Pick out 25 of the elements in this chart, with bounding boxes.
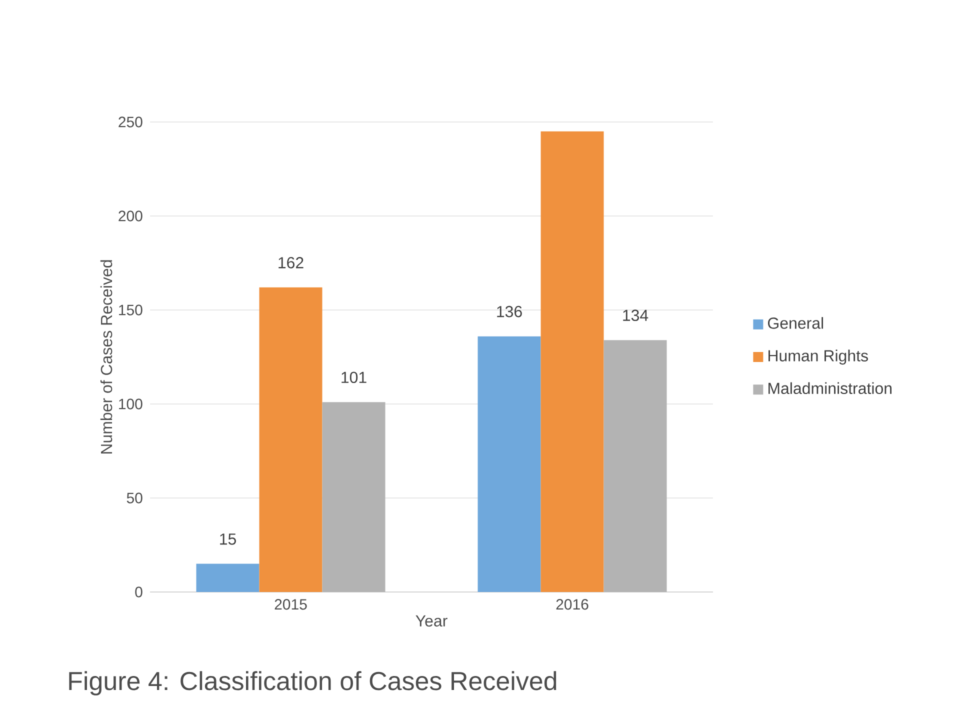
data-label: 134: [623, 310, 648, 322]
y-tick-label: 250: [118, 116, 142, 128]
bar: [604, 340, 667, 592]
legend-label: Human Rights: [768, 350, 868, 365]
data-label: 15: [220, 534, 236, 545]
y-tick-label: 0: [135, 586, 142, 598]
data-label: 101: [342, 372, 366, 384]
x-axis-title: Year: [416, 615, 448, 627]
legend-label: Maladministration: [768, 382, 892, 394]
y-tick-label: 50: [126, 492, 142, 504]
bar: [478, 336, 541, 592]
bar: [196, 564, 260, 592]
bar: [259, 287, 322, 592]
y-tick-label: 150: [119, 304, 142, 316]
y-axis-title: Number of Cases Received: [100, 260, 112, 454]
bar: [322, 402, 386, 592]
x-tick-label: 2015: [274, 599, 307, 610]
legend-label: General: [768, 317, 824, 329]
y-tick-label: 100: [119, 398, 142, 410]
text: Figure 4: Classification of Cases Received: [69, 671, 556, 696]
bar: [540, 131, 604, 592]
x-tick-label: 2016: [556, 599, 588, 610]
data-label: 136: [497, 306, 522, 318]
y-tick-label: 200: [118, 210, 142, 222]
data-label: 162: [278, 257, 304, 268]
